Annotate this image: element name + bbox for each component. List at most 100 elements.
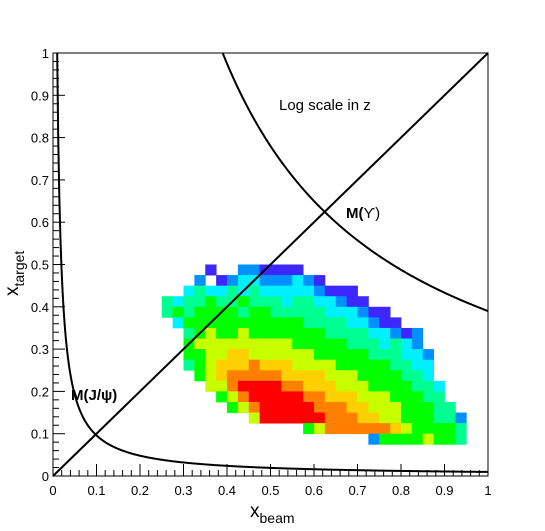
y-tick-label: 0.1 [31,427,49,442]
heatmap-cell [227,338,239,350]
heatmap-cell [335,412,348,424]
heatmap-cell [314,401,326,413]
heatmap-cell [346,359,358,371]
heatmap-cell [390,370,402,382]
y-tick-label: 0.7 [31,173,49,188]
heatmap-cells [161,264,467,445]
heatmap-cell [248,306,261,318]
heatmap-cell [216,285,228,297]
heatmap-cell [227,285,239,297]
heatmap-cell [379,380,391,392]
heatmap-cell [292,349,304,361]
heatmap-cell [346,423,358,435]
heatmap-cell [324,359,337,371]
heatmap-cell [237,370,250,382]
heatmap-cell [324,412,337,424]
heatmap-cell [390,317,402,329]
heatmap-cell [216,296,228,308]
heatmap-cell [183,359,195,371]
heatmap-cell [270,285,282,297]
heatmap-cell [346,285,358,297]
heatmap-cell [422,349,435,361]
heatmap-cell [444,433,456,445]
heatmap-cell [379,370,391,382]
heatmap-cell [216,370,228,382]
heatmap-cell [335,391,348,403]
heatmap-cell [324,327,337,339]
heatmap-cell [335,359,348,371]
heatmap-cell [324,285,337,297]
heatmap-cell [411,349,424,361]
heatmap-cell [216,338,228,350]
heatmap-cell [357,359,369,371]
heatmap-cell [303,391,315,403]
heatmap-cell [401,412,413,424]
y-tick-label: 0.4 [31,300,49,315]
heatmap-cell [422,370,435,382]
heatmap-cell [335,306,348,318]
heatmap-cell [335,285,348,297]
heatmap-cell [216,359,228,371]
heatmap-cell [183,317,195,329]
heatmap-cell [205,338,217,350]
y-axis-title-sub: target [11,251,27,287]
heatmap-cell [346,370,358,382]
heatmap-cell [411,359,424,371]
y-tick-label: 0.8 [31,131,49,146]
heatmap-cell [368,359,380,371]
heatmap-cell [422,401,435,413]
heatmap-cell [194,275,206,287]
heatmap-cell [270,338,282,350]
heatmap-cell [259,285,271,297]
curve-0 [56,52,489,473]
heatmap-cell [455,433,467,445]
x-tick-label: 0.7 [348,483,366,498]
heatmap-cell [314,285,326,297]
y-tick-label: 0.3 [31,342,49,357]
heatmap-cell [357,412,369,424]
x-tick-labels: 0 0.1 0.2 0.3 0.4 0.5 0.6 0.7 0.8 0.9 1 [49,483,491,498]
heatmap-cell [314,275,326,287]
heatmap-cell [237,306,250,318]
heatmap-cell [401,380,413,392]
heatmap-cell [433,433,445,445]
heatmap-cell [346,401,358,413]
heatmap-cell [368,317,380,329]
heatmap-cell [455,412,467,424]
heatmap-cell [237,349,250,361]
heatmap-cell [292,412,304,424]
heatmap-cell [281,264,293,276]
heatmap-cell [368,423,380,435]
heatmap-cell [346,327,358,339]
heatmap-cell [335,423,348,435]
heatmap-cell [270,317,282,329]
x-tick-label: 0.5 [261,483,279,498]
heatmap-cell [216,391,228,403]
heatmap-cell [411,327,424,339]
heatmap-cell [227,306,239,318]
heatmap-cell [270,327,282,339]
heatmap-cell [205,349,217,361]
heatmap-cell [401,349,413,361]
heatmap-cell [314,349,326,361]
x-tick-label: 0.1 [87,483,105,498]
heatmap-cell [357,317,369,329]
heatmap-cell [346,317,358,329]
heatmap-cell [194,285,206,297]
heatmap-cell [292,370,304,382]
heatmap-cell [455,423,467,435]
heatmap-cell [292,380,304,392]
heatmap-cell [401,370,413,382]
heatmap-cell [401,391,413,403]
heatmap-cell [390,433,402,445]
heatmap-cell [379,401,391,413]
heatmap-cell [390,380,402,392]
heatmap-cell [324,380,337,392]
heatmap-cell [292,391,304,403]
heatmap-cell [237,391,250,403]
heatmap-cell [303,380,315,392]
heatmap-cell [248,338,261,350]
heatmap-cell [227,275,239,287]
heatmap-cell [227,349,239,361]
